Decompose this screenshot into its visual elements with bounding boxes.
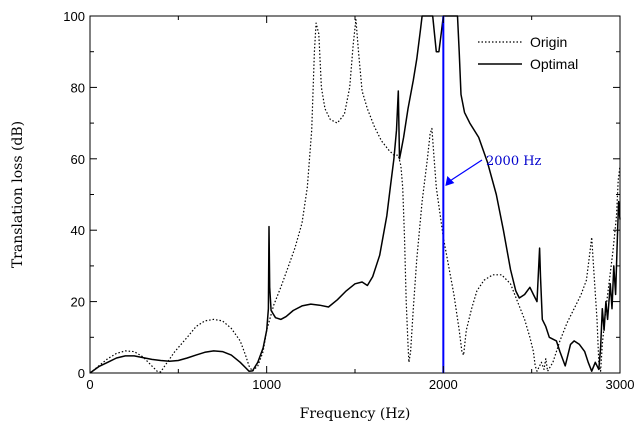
annotation-label: 2000 Hz bbox=[486, 154, 542, 169]
y-tick-label: 0 bbox=[78, 366, 85, 381]
y-tick-label: 20 bbox=[71, 295, 85, 310]
annotation-arrowhead bbox=[445, 176, 455, 186]
x-tick-label: 3000 bbox=[606, 377, 635, 392]
y-tick-label: 80 bbox=[71, 80, 85, 95]
series-line-origin bbox=[89, 19, 621, 374]
x-tick-label: 1000 bbox=[252, 377, 281, 392]
y-tick-label: 60 bbox=[71, 152, 85, 167]
series-line-optimal bbox=[89, 15, 621, 374]
legend: Origin Optimal bbox=[478, 34, 578, 72]
axes-layer: 0 1000 2000 3000 0 20 40 60 80 100 bbox=[63, 9, 634, 392]
y-tick-label: 40 bbox=[71, 223, 85, 238]
series-layer bbox=[89, 15, 621, 374]
annotation-layer: 2000 Hz bbox=[442, 16, 542, 373]
y-tick-label: 100 bbox=[63, 9, 85, 24]
annotation-arrow bbox=[451, 159, 483, 181]
legend-label-optimal: Optimal bbox=[530, 56, 578, 72]
x-tick-label: 2000 bbox=[429, 377, 458, 392]
y-axis-title: Translation loss (dB) bbox=[10, 121, 26, 268]
x-tick-label: 0 bbox=[86, 377, 93, 392]
x-axis-title: Frequency (Hz) bbox=[300, 406, 411, 422]
legend-label-origin: Origin bbox=[530, 34, 567, 50]
